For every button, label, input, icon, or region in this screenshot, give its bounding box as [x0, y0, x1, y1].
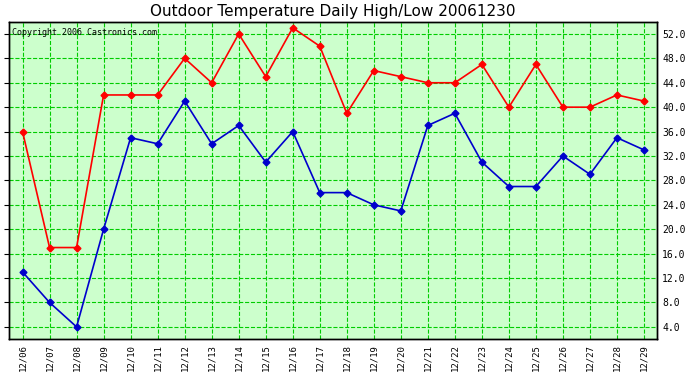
Title: Outdoor Temperature Daily High/Low 20061230: Outdoor Temperature Daily High/Low 20061… [150, 4, 516, 19]
Text: Copyright 2006 Castronics.com: Copyright 2006 Castronics.com [12, 28, 157, 37]
